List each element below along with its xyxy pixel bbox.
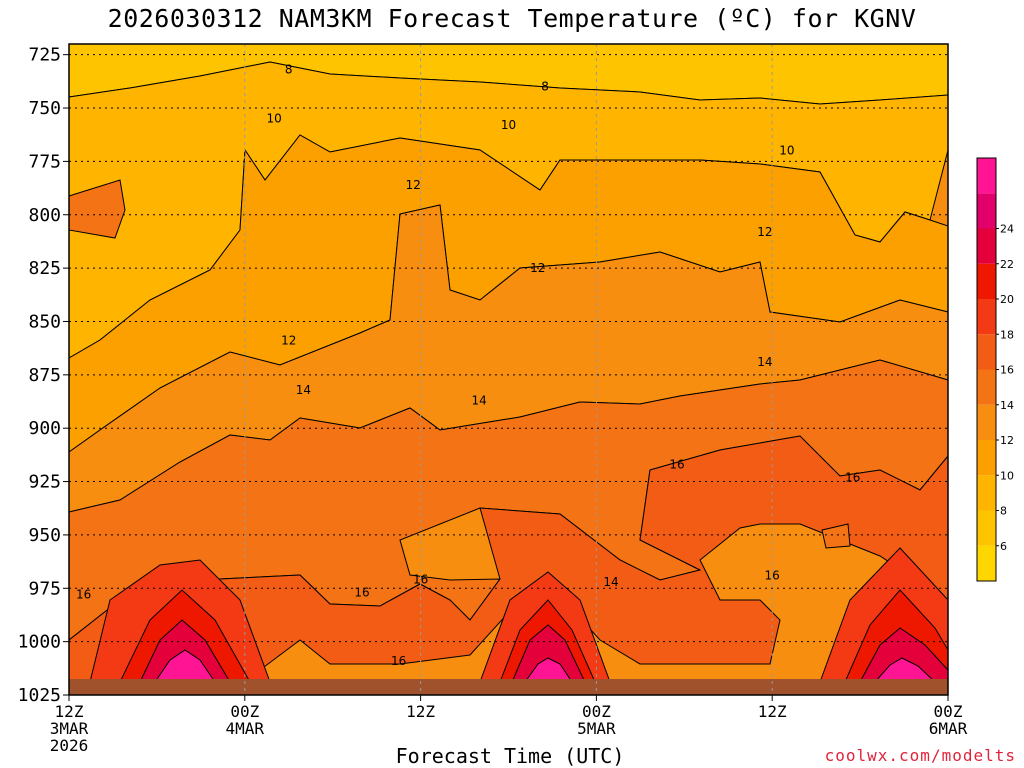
color-bar-label: 16	[1000, 364, 1014, 377]
x-tick-label: 4MAR	[226, 719, 265, 738]
x-tick-label: 3MAR	[50, 719, 89, 738]
color-bar-segment	[977, 299, 996, 335]
contour-label: 16	[669, 457, 684, 471]
y-tick-label: 950	[28, 525, 61, 546]
contour-label: 16	[413, 573, 428, 587]
color-bar-label: 18	[1000, 328, 1014, 341]
contour-label: 12	[406, 178, 421, 192]
contour-labels: 8 8 10 10 10 12 12 12 12 14 14 14 16 16 16 16 16 16 14 16	[76, 63, 860, 668]
contour-label: 8	[285, 63, 293, 77]
y-tick-label: 900	[28, 418, 61, 439]
color-bar-label: 14	[1000, 399, 1014, 412]
contour-label: 16	[391, 654, 406, 668]
contour-label: 10	[779, 144, 794, 158]
contour-label: 10	[501, 118, 516, 132]
y-tick-label: 1025	[18, 685, 61, 706]
x-tick-label: 00Z	[934, 702, 963, 721]
contour-label: 14	[472, 393, 487, 407]
y-tick-label: 825	[28, 258, 61, 279]
color-bar-segment	[977, 263, 996, 299]
color-bar-segment	[977, 369, 996, 405]
color-bar-label: 24	[1000, 223, 1014, 236]
color-bar-segment	[977, 334, 996, 370]
contour-label: 16	[76, 588, 91, 602]
x-tick-label: 5MAR	[577, 719, 616, 738]
color-bar: 6 8 10 12 14 16 18 20 22 24	[976, 157, 1014, 582]
color-bar-label: 8	[1000, 505, 1007, 518]
color-bar-label: 22	[1000, 258, 1014, 271]
temperature-band-19	[821, 523, 851, 549]
y-axis-group: 725 750 775 800 825 850 875 900 925 950 975 1000 102…	[18, 45, 948, 706]
x-tick-label: 12Z	[758, 702, 787, 721]
contour-label: 16	[354, 586, 369, 600]
contour-label: 12	[530, 261, 545, 275]
credit-link[interactable]: coolwx.com/modelts	[824, 746, 1016, 765]
color-bar-label: 6	[1000, 540, 1007, 553]
terrain-strip	[69, 679, 948, 695]
y-tick-label: 875	[28, 365, 61, 386]
color-bar-label: 10	[1000, 469, 1014, 482]
color-bar-segment	[977, 475, 996, 511]
color-bar-label: 20	[1000, 293, 1014, 306]
y-tick-label: 800	[28, 205, 61, 226]
y-tick-label: 775	[28, 151, 61, 172]
y-tick-label: 750	[28, 98, 61, 119]
contour-label: 14	[296, 383, 311, 397]
color-bar-label: 12	[1000, 434, 1014, 447]
x-axis-label: Forecast Time (UTC)	[395, 744, 625, 768]
chart-title: 2026030312 NAM3KM Forecast Temperature (…	[107, 4, 917, 33]
contour-label: 14	[757, 355, 772, 369]
color-bar-segment	[977, 228, 996, 264]
color-bar-segment	[977, 440, 996, 476]
y-tick-label: 850	[28, 311, 61, 332]
contour-label: 14	[603, 575, 618, 589]
contour-label: 16	[845, 470, 860, 484]
color-bar-segment	[977, 404, 996, 440]
y-tick-label: 975	[28, 578, 61, 599]
y-tick-label: 925	[28, 472, 61, 493]
contour-label: 12	[281, 334, 296, 348]
color-bar-segment	[977, 545, 996, 581]
x-tick-label: 12Z	[55, 702, 84, 721]
x-tick-label: 2026	[50, 736, 89, 755]
temperature-band-5	[68, 435, 949, 683]
x-tick-label: 12Z	[406, 702, 435, 721]
color-bar-segment	[977, 193, 996, 229]
x-tick-label: 00Z	[582, 702, 611, 721]
contour-label: 16	[765, 568, 780, 582]
y-tick-label: 725	[28, 45, 61, 66]
contour-label: 12	[757, 225, 772, 239]
contour-label: 10	[266, 112, 281, 126]
color-bar-segment	[977, 510, 996, 546]
x-tick-label: 6MAR	[929, 719, 968, 738]
plot-frame	[68, 43, 949, 696]
x-tick-label: 00Z	[230, 702, 259, 721]
y-tick-label: 1000	[18, 632, 61, 653]
contour-label: 8	[541, 80, 549, 94]
color-bar-segment	[977, 158, 996, 194]
